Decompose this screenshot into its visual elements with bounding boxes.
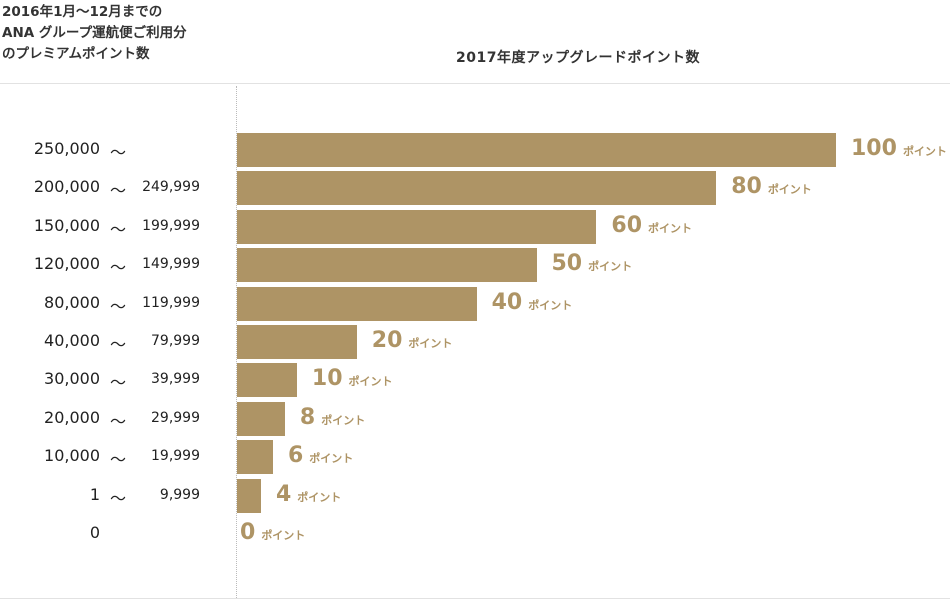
bar (237, 133, 836, 167)
left-title-line: ANA グループ運航便ご利用分 (2, 25, 187, 41)
axis-line (236, 86, 237, 598)
tick-label-to: 119,999 (142, 294, 200, 311)
tick-label-from: 150,000 (33, 215, 100, 235)
bar (237, 325, 357, 359)
tick-label-tilde: 〜 (110, 143, 127, 162)
data-label-unit: ポイント (309, 452, 354, 466)
data-label-unit: ポイント (648, 221, 693, 235)
data-label-value: 60 (611, 212, 643, 238)
data-label: 20 ポイント (372, 328, 453, 353)
tick-label-from: 250,000 (33, 139, 100, 158)
tick-label-to: 29,999 (151, 409, 200, 426)
data-label-unit: ポイント (902, 145, 947, 158)
bar (237, 478, 261, 513)
data-label-value: 8 (299, 404, 316, 430)
tick-label-to: 79,999 (151, 333, 200, 349)
tick-label-tilde: 〜 (110, 450, 127, 470)
data-label-unit: ポイント (348, 375, 393, 389)
data-label-unit: ポイント (321, 413, 366, 427)
data-label-value: 4 (275, 481, 292, 507)
data-label-value: 80 (731, 174, 762, 200)
data-label: 6 ポイント (288, 443, 353, 468)
header-divider (0, 83, 950, 84)
left-title-line: 2016年1月〜12月までの (2, 4, 163, 20)
tick-label-to: 149,999 (142, 256, 200, 273)
tick-label-to: 19,999 (151, 448, 200, 465)
tick-label-from: 200,000 (33, 177, 100, 197)
data-label-unit: ポイント (408, 337, 453, 350)
tick-label-to: 9,999 (159, 486, 200, 503)
data-label-unit: ポイント (261, 529, 306, 542)
tick-label-tilde: 〜 (110, 219, 127, 239)
data-label: 80 ポイント (731, 174, 812, 199)
data-label-unit: ポイント (297, 490, 342, 504)
tick-label-to: 249,999 (142, 179, 200, 196)
tick-label-from: 30,000 (44, 369, 100, 389)
tick-label-tilde: 〜 (110, 411, 127, 431)
data-label: 40 ポイント (492, 290, 573, 315)
left-title-line: のプレミアムポイント数 (2, 46, 150, 62)
data-label-value: 0 (240, 520, 256, 545)
data-label: 50 ポイント (552, 251, 633, 276)
bar (237, 286, 477, 321)
bottom-divider (0, 598, 950, 599)
data-label-unit: ポイント (588, 260, 633, 274)
tick-label-tilde: 〜 (110, 258, 127, 278)
tick-label-tilde: 〜 (110, 296, 127, 316)
data-label-value: 10 (311, 366, 343, 392)
bar (237, 440, 273, 475)
data-label-value: 100 (851, 136, 897, 161)
tick-label-from: 40,000 (44, 331, 100, 350)
bar (237, 248, 537, 283)
tick-label-tilde: 〜 (110, 373, 127, 393)
left-column-title: 2016年1月〜12月までの ANA グループ運航便ご利用分 のプレミアムポイン… (2, 2, 187, 65)
data-label-value: 50 (551, 251, 583, 277)
data-label-value: 40 (491, 289, 523, 315)
tick-label-to: 39,999 (151, 371, 200, 388)
bar (237, 363, 297, 398)
bar (237, 209, 597, 244)
data-label-unit: ポイント (767, 183, 812, 197)
tick-label-from: 1 (89, 484, 100, 504)
right-column-title: 2017年度アップグレードポイント数 (456, 50, 700, 66)
bar (237, 401, 285, 436)
data-label: 10 ポイント (312, 366, 393, 391)
data-label-value: 20 (371, 328, 403, 353)
tick-label-tilde: 〜 (110, 335, 127, 354)
tick-label-tilde: 〜 (110, 488, 127, 508)
data-label-value: 6 (287, 443, 304, 469)
tick-label-from: 120,000 (33, 254, 100, 274)
tick-label-from: 10,000 (44, 446, 100, 466)
tick-label-from: 80,000 (44, 292, 100, 312)
bar (237, 171, 717, 206)
tick-label-to: 199,999 (142, 217, 200, 234)
data-label-unit: ポイント (528, 298, 573, 312)
data-label: 8 ポイント (300, 405, 365, 430)
tick-label-from: 20,000 (44, 407, 100, 427)
tick-label-tilde: 〜 (110, 181, 127, 201)
tick-label-from: 0 (89, 523, 100, 542)
data-label: 60 ポイント (611, 213, 692, 238)
data-label: 100 ポイント (851, 136, 947, 161)
data-label: 0 ポイント (240, 520, 305, 545)
data-label: 4 ポイント (276, 482, 341, 507)
